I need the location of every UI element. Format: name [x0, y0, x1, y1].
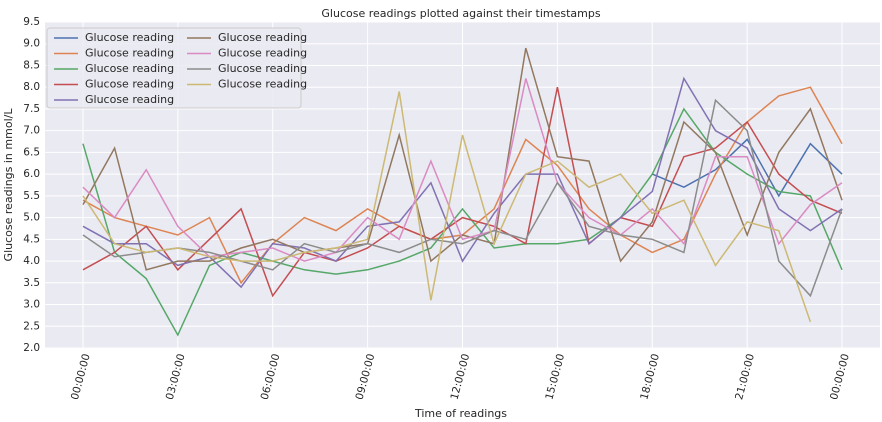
legend-label: Glucose reading	[85, 78, 174, 91]
chart-title: Glucose readings plotted against their t…	[321, 7, 600, 20]
x-tick-label: 03:00:00	[164, 352, 188, 401]
y-axis-title: Glucose readings in mmol/L	[2, 108, 15, 262]
x-tick-label: 06:00:00	[259, 352, 283, 401]
y-tick-label: 8.5	[23, 59, 40, 71]
y-tick-label: 9.5	[23, 16, 40, 28]
y-tick-label: 3.5	[23, 277, 40, 289]
y-tick-label: 8.0	[23, 81, 40, 93]
y-tick-label: 5.0	[23, 212, 40, 224]
x-axis-title: Time of readings	[414, 407, 507, 420]
x-tick-label: 18:00:00	[638, 352, 662, 401]
x-tick-label: 15:00:00	[543, 352, 567, 401]
legend-label: Glucose reading	[85, 47, 174, 60]
y-tick-label: 2.5	[23, 320, 40, 332]
y-tick-label: 9.0	[23, 38, 40, 50]
y-tick-label: 7.0	[23, 125, 40, 137]
legend-label: Glucose reading	[218, 62, 307, 75]
series-line	[652, 138, 843, 198]
legend-label: Glucose reading	[85, 62, 174, 75]
y-tick-label: 3.0	[23, 299, 40, 311]
legend-label: Glucose reading	[218, 47, 307, 60]
y-tick-label: 6.0	[23, 168, 40, 180]
y-tick-label: 4.0	[23, 255, 40, 267]
legend-box	[46, 27, 302, 109]
series-line	[82, 98, 843, 298]
x-tick-label: 09:00:00	[354, 352, 378, 401]
x-tick-label: 00:00:00	[69, 352, 93, 401]
series-line	[82, 91, 812, 323]
series-line	[82, 87, 843, 298]
legend-label: Glucose reading	[218, 31, 307, 44]
y-tick-label: 6.5	[23, 146, 40, 158]
y-tick-label: 2.0	[23, 342, 40, 354]
legend-label: Glucose reading	[85, 93, 174, 106]
y-tick-label: 4.5	[23, 233, 40, 245]
legend-label: Glucose reading	[218, 78, 307, 91]
series-line	[82, 47, 843, 271]
y-tick-label: 5.5	[23, 190, 40, 202]
legend-label: Glucose reading	[85, 31, 174, 44]
x-tick-label: 21:00:00	[733, 352, 757, 401]
x-tick-label: 00:00:00	[828, 352, 852, 401]
x-tick-label: 12:00:00	[448, 352, 472, 401]
y-tick-label: 7.5	[23, 103, 40, 115]
